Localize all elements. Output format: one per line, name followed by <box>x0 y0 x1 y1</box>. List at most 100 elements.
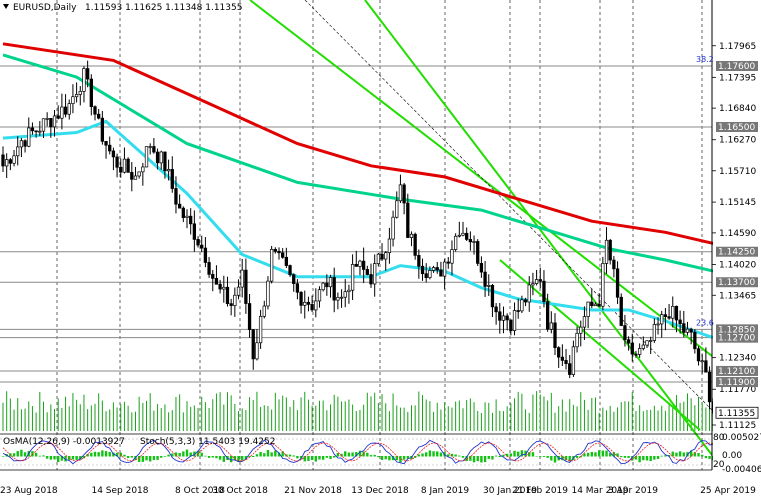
osma-bar <box>399 456 402 463</box>
price-tick-label: 1.14020 <box>719 260 756 270</box>
osma-bar <box>296 456 299 459</box>
candle-body <box>564 360 568 365</box>
candle-body <box>608 239 612 261</box>
osma-bar <box>476 456 479 462</box>
osma-bar <box>307 456 310 461</box>
osma-bar <box>631 456 634 461</box>
level-price-label: 1.11900 <box>718 378 755 388</box>
candle-body <box>251 329 255 360</box>
osma-bar <box>185 449 189 457</box>
candle-body <box>446 261 450 264</box>
candle-body <box>523 299 528 303</box>
osma-bar <box>358 450 362 457</box>
osma-bar <box>340 453 343 457</box>
candle-body <box>615 268 620 298</box>
candle-body <box>465 232 469 240</box>
candle-body <box>30 127 35 132</box>
candle-body <box>516 310 520 312</box>
osma-bar <box>391 456 395 461</box>
osc-axis-label: 20 <box>713 460 725 470</box>
level-price-box <box>716 365 758 376</box>
osma-bar <box>101 450 104 457</box>
osma-bar <box>638 456 641 463</box>
candle-body <box>317 289 322 302</box>
osma-bar <box>97 452 100 457</box>
candle-body <box>612 259 616 270</box>
osma-bar <box>255 454 259 457</box>
candle-body <box>656 323 660 326</box>
candle-body <box>538 279 542 282</box>
level-price-label: 1.12700 <box>718 334 755 344</box>
candle-body <box>192 223 197 240</box>
osma-bar <box>34 452 38 457</box>
candle-body <box>108 144 112 152</box>
candle-body <box>16 146 20 157</box>
date-label: 13 Dec 2018 <box>351 486 409 496</box>
candle-body <box>284 256 289 266</box>
price-tick-label: 1.13465 <box>719 291 756 301</box>
osc-axis-label: -0.004065 <box>722 465 761 475</box>
osma-bar <box>60 456 64 461</box>
candle-body <box>428 270 432 279</box>
osma-bar <box>270 452 273 457</box>
osma-bar <box>671 451 674 457</box>
osma-bar <box>299 456 303 459</box>
osma-bar <box>487 456 490 459</box>
osma-bar <box>90 452 93 457</box>
oscillator-panel <box>0 433 715 471</box>
osma-bar <box>329 456 332 459</box>
osma-bar <box>288 454 292 457</box>
current-price-box <box>715 406 759 419</box>
osma-bar <box>377 456 380 458</box>
osma-bar <box>660 455 663 457</box>
candle-body <box>586 301 590 317</box>
osma-bar <box>701 454 704 457</box>
date-label: 30 Jan 2019 <box>483 486 537 496</box>
candle-body <box>461 232 465 236</box>
osma-bar <box>653 456 656 460</box>
candle-body <box>38 130 42 133</box>
candle-body <box>152 146 156 153</box>
candle-body <box>89 78 93 107</box>
candle-body <box>41 118 46 132</box>
osc-axis-label: 0.0050275 <box>722 433 761 443</box>
osma-bar <box>432 451 435 457</box>
osma-bar <box>303 456 306 462</box>
candle-body <box>97 113 101 119</box>
osma-bar <box>351 452 354 457</box>
candle-body <box>328 277 333 288</box>
candle-body <box>395 200 399 218</box>
osma-bar <box>656 456 660 459</box>
osma-bar <box>704 456 708 459</box>
osma-bar <box>373 454 376 457</box>
osma-bar <box>465 456 468 462</box>
candle-body <box>671 305 675 319</box>
price-axis: 1.17965 1.17395 1.16840 1.16270 1.15710 1.151… <box>711 0 761 498</box>
osma-bar <box>649 456 652 461</box>
candle-body <box>402 184 406 204</box>
symbol-label: EURUSD,Daily <box>13 3 77 13</box>
osma-bar <box>697 453 700 457</box>
candle-body <box>310 304 314 311</box>
stoch-main-line <box>2 439 714 465</box>
candle-body <box>512 310 517 331</box>
candle-body <box>339 296 344 299</box>
candle-body <box>343 291 347 298</box>
osma-bar <box>75 456 78 460</box>
osma-bar <box>274 450 277 457</box>
osma-bar <box>344 451 347 457</box>
osma-bar <box>218 456 222 460</box>
level-price-box <box>716 332 758 343</box>
osma-bar <box>406 456 409 459</box>
osma-bar <box>561 456 564 461</box>
osma-bar <box>182 451 185 457</box>
candle-body <box>222 286 226 290</box>
candle-body <box>185 215 189 218</box>
candle-body <box>244 269 248 304</box>
osma-bar <box>167 454 170 457</box>
osma-bar <box>682 452 685 457</box>
candle-body <box>78 91 82 95</box>
candle-body <box>225 286 230 304</box>
candle-body <box>350 264 355 291</box>
